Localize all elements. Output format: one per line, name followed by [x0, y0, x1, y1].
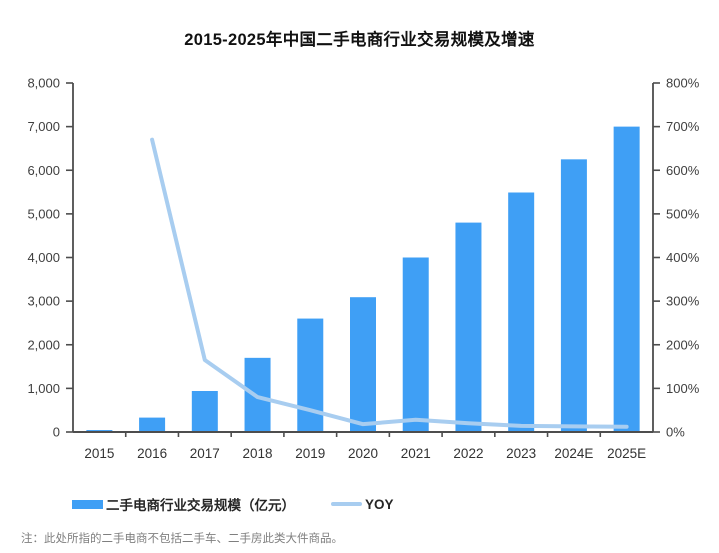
right-axis-tick-label: 100% — [666, 381, 700, 396]
bar-series-swatch-icon — [72, 499, 103, 509]
left-axis-tick-label: 8,000 — [27, 76, 60, 91]
x-axis-label-2015: 2015 — [84, 446, 114, 461]
left-axis-tick-label: 3,000 — [27, 294, 60, 309]
x-axis-label-2024E: 2024E — [554, 446, 593, 461]
bar-2019 — [297, 318, 324, 432]
right-axis-tick-label: 800% — [666, 76, 700, 91]
x-axis-label-2022: 2022 — [453, 446, 483, 461]
left-axis-tick-label: 7,000 — [27, 119, 60, 134]
x-axis-label-2021: 2021 — [401, 446, 431, 461]
bar-2024E — [560, 159, 587, 432]
right-axis-tick-label: 200% — [666, 337, 700, 352]
x-axis-label-2025E: 2025E — [607, 446, 646, 461]
bar-series-label: 二手电商行业交易规模（亿元） — [106, 498, 295, 513]
right-axis-tick-label: 400% — [666, 250, 700, 265]
chart-title: 2015-2025年中国二手电商行业交易规模及增速 — [184, 31, 535, 49]
yoy-series-swatch-icon — [331, 502, 362, 506]
bar-2016 — [139, 417, 166, 432]
x-axis-label-2016: 2016 — [137, 446, 167, 461]
right-axis-tick-label: 0% — [666, 425, 685, 440]
x-axis-label-2019: 2019 — [295, 446, 325, 461]
bar-2017 — [191, 390, 218, 432]
left-axis-tick-label: 4,000 — [27, 250, 60, 265]
yoy-line — [150, 137, 629, 429]
right-axis-tick-label: 300% — [666, 294, 700, 309]
bar-2021 — [402, 257, 429, 432]
yoy-series-label: YOY — [365, 496, 394, 512]
bar-2022 — [455, 222, 482, 432]
x-axis-label-2023: 2023 — [506, 446, 536, 461]
left-axis-tick-label: 6,000 — [27, 163, 60, 178]
left-axis-tick-label: 5,000 — [27, 206, 60, 221]
left-axis-tick-label: 0 — [53, 425, 60, 440]
right-axis-tick-label: 700% — [666, 119, 700, 134]
x-axis-label-2018: 2018 — [243, 446, 273, 461]
right-axis-tick-label: 500% — [666, 206, 700, 221]
right-axis-tick-label: 600% — [666, 163, 700, 178]
bar-2020 — [350, 297, 376, 432]
x-axis-label-2017: 2017 — [190, 446, 220, 461]
chart-plot: 0 0% 1,000 100% 2,000 200% 3,000 300% 4,000 400% 5… — [27, 76, 700, 462]
legend: 二手电商行业交易规模（亿元） YOY — [72, 494, 394, 514]
legend-item-yoy-series: YOY — [331, 497, 394, 512]
left-axis-tick-label: 1,000 — [27, 381, 60, 396]
chart-footnote: 注：此处所指的二手电商不包括二手车、二手房此类大件商品。 — [21, 533, 343, 545]
x-axis-label-2020: 2020 — [348, 446, 378, 461]
bar-2025E — [613, 126, 640, 432]
legend-item-bar-series: 二手电商行业交易规模（亿元） — [72, 494, 295, 514]
left-axis-tick-label: 2,000 — [27, 337, 60, 352]
bar-2023 — [508, 192, 535, 432]
